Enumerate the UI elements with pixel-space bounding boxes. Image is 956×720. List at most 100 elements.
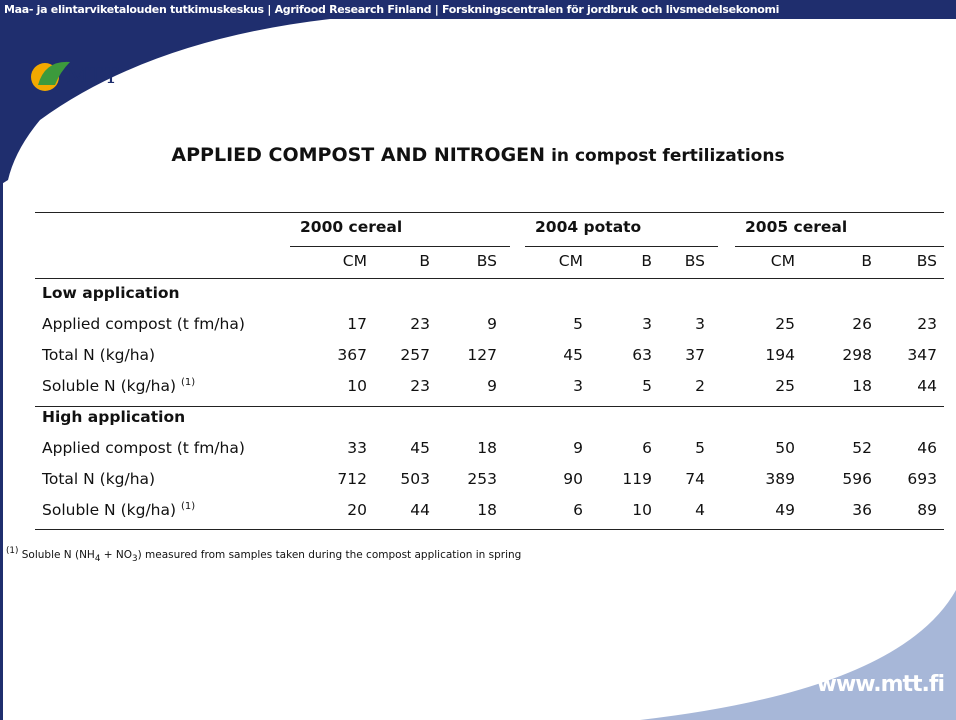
table-cell: 503: [370, 470, 430, 488]
table-cell: 5: [592, 377, 652, 395]
column-header: BS: [645, 252, 705, 270]
table-cell: 45: [370, 439, 430, 457]
section-title: High application: [42, 408, 185, 426]
table-cell: 36: [812, 501, 872, 519]
table-cell: 3: [523, 377, 583, 395]
footnote-text: + NO: [100, 549, 132, 561]
row-label-text: Applied compost (t fm/ha): [42, 315, 245, 333]
row-note: (1): [181, 501, 195, 512]
footnote-marker: (1): [6, 546, 18, 556]
row-label: Total N (kg/ha): [42, 346, 155, 364]
table-cell: 90: [523, 470, 583, 488]
table-cell: 119: [592, 470, 652, 488]
table-cell: 4: [645, 501, 705, 519]
table-cell: 63: [592, 346, 652, 364]
logo-text: MTT: [66, 64, 118, 89]
table-cell: 49: [735, 501, 795, 519]
table-cell: 18: [437, 439, 497, 457]
row-note: (1): [181, 377, 195, 388]
table-cell: 127: [437, 346, 497, 364]
table-cell: 18: [812, 377, 872, 395]
table-cell: 5: [523, 315, 583, 333]
table-cell: 74: [645, 470, 705, 488]
table-cell: 5: [645, 439, 705, 457]
row-label-text: Soluble N (kg/ha): [42, 501, 176, 519]
slide: Maa- ja elintarviketalouden tutkimuskesk…: [0, 0, 956, 720]
column-header: CM: [523, 252, 583, 270]
row-label-text: Total N (kg/ha): [42, 346, 155, 364]
table-cell: 18: [437, 501, 497, 519]
table-cell: 257: [370, 346, 430, 364]
row-label: Applied compost (t fm/ha): [42, 439, 245, 457]
footnote-text: Soluble N (NH: [18, 549, 94, 561]
table-cell: 45: [523, 346, 583, 364]
table-rule: [35, 406, 944, 407]
table-rule: [290, 246, 510, 247]
table-cell: 52: [812, 439, 872, 457]
column-header: BS: [877, 252, 937, 270]
table-cell: 23: [877, 315, 937, 333]
section-title: Low application: [42, 284, 180, 302]
table-cell: 25: [735, 377, 795, 395]
table-cell: 33: [307, 439, 367, 457]
table-rule: [35, 212, 944, 213]
row-label: Total N (kg/ha): [42, 470, 155, 488]
table-cell: 25: [735, 315, 795, 333]
group-header: 2004 potato: [535, 218, 641, 236]
column-header: CM: [307, 252, 367, 270]
row-label: Applied compost (t fm/ha): [42, 315, 245, 333]
table-cell: 298: [812, 346, 872, 364]
table-cell: 20: [307, 501, 367, 519]
table-cell: 37: [645, 346, 705, 364]
table-cell: 347: [877, 346, 937, 364]
table-cell: 26: [812, 315, 872, 333]
table-cell: 89: [877, 501, 937, 519]
row-label: Soluble N (kg/ha) (1): [42, 377, 195, 395]
table-cell: 23: [370, 315, 430, 333]
table-cell: 3: [592, 315, 652, 333]
table-cell: 50: [735, 439, 795, 457]
table-cell: 9: [523, 439, 583, 457]
table-rule: [735, 246, 944, 247]
table-cell: 712: [307, 470, 367, 488]
column-header: B: [370, 252, 430, 270]
table-cell: 9: [437, 315, 497, 333]
row-label: Soluble N (kg/ha) (1): [42, 501, 195, 519]
row-label-text: Applied compost (t fm/ha): [42, 439, 245, 457]
table-cell: 23: [370, 377, 430, 395]
column-header: BS: [437, 252, 497, 270]
table-rule: [35, 278, 944, 279]
table-cell: 46: [877, 439, 937, 457]
table-rule: [525, 246, 718, 247]
banner: Maa- ja elintarviketalouden tutkimuskesk…: [0, 0, 956, 19]
table-cell: 389: [735, 470, 795, 488]
table-cell: 17: [307, 315, 367, 333]
table-cell: 10: [592, 501, 652, 519]
table-cell: 44: [877, 377, 937, 395]
table-cell: 10: [307, 377, 367, 395]
row-label-text: Total N (kg/ha): [42, 470, 155, 488]
table-cell: 6: [523, 501, 583, 519]
table-cell: 596: [812, 470, 872, 488]
table-cell: 9: [437, 377, 497, 395]
table-cell: 367: [307, 346, 367, 364]
table-cell: 3: [645, 315, 705, 333]
title-rest: in compost fertilizations: [551, 146, 784, 166]
table-cell: 6: [592, 439, 652, 457]
table-cell: 693: [877, 470, 937, 488]
column-header: B: [812, 252, 872, 270]
title: APPLIED COMPOST AND NITROGEN in compost …: [0, 144, 956, 166]
group-header: 2000 cereal: [300, 218, 402, 236]
table-cell: 194: [735, 346, 795, 364]
footnote-text: ) measured from samples taken during the…: [138, 549, 522, 561]
column-header: B: [592, 252, 652, 270]
table-cell: 44: [370, 501, 430, 519]
row-label-text: Soluble N (kg/ha): [42, 377, 176, 395]
title-main: APPLIED COMPOST AND NITROGEN: [171, 144, 545, 166]
table-rule: [35, 529, 944, 530]
column-header: CM: [735, 252, 795, 270]
footer-url: www.mtt.fi: [817, 672, 944, 697]
group-header: 2005 cereal: [745, 218, 847, 236]
footnote: (1) Soluble N (NH4 + NO3) measured from …: [6, 546, 521, 564]
table-cell: 253: [437, 470, 497, 488]
